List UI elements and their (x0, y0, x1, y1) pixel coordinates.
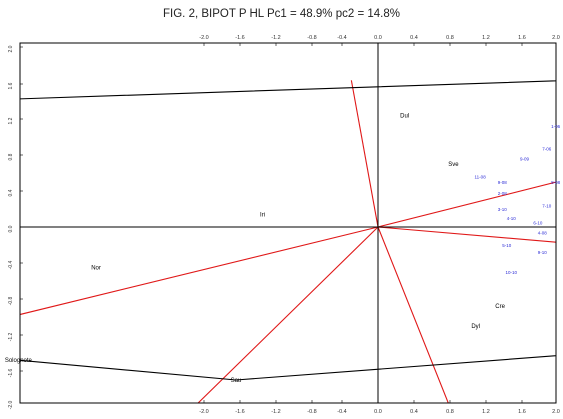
y-tick-label: 1.6 (8, 82, 14, 89)
variable-vector (377, 181, 556, 228)
y-tick-label: 2.0 (8, 45, 14, 52)
x-tick-label-bottom: -0.4 (337, 409, 346, 415)
site-label: Cre (495, 304, 505, 310)
site-label: Solognote (5, 358, 33, 364)
x-tick-label-top: -0.4 (337, 35, 346, 41)
x-tick-label-bottom: 2.0 (552, 409, 560, 415)
observation-point: 3-10 (498, 207, 508, 212)
x-tick-label-top: 0.8 (446, 35, 454, 41)
observation-point: 7-10 (542, 203, 552, 208)
x-tick-label-bottom: -1.2 (271, 409, 280, 415)
observation-point: 8-08 (551, 180, 561, 185)
observation-point: 4-08 (538, 230, 548, 235)
site-label: Nor (91, 266, 101, 272)
x-tick-label-top: -1.2 (271, 35, 280, 41)
observation-point: 5-10 (502, 243, 512, 248)
observation-point: 9-09 (520, 157, 530, 162)
observation-point: 1-06 (551, 124, 561, 129)
x-tick-label-bottom: 1.2 (482, 409, 490, 415)
observation-point: 11-08 (475, 175, 487, 180)
x-tick-label-top: 2.0 (552, 35, 560, 41)
variable-vector (377, 226, 556, 243)
y-tick-label: -0.8 (8, 296, 14, 305)
x-tick-label-bottom: 0.4 (410, 409, 418, 415)
y-tick-label: -1.2 (8, 332, 14, 341)
observation-point: 6-10 (533, 221, 543, 226)
convex-hull-line (20, 80, 556, 381)
x-tick-label-bottom: 0.0 (374, 409, 382, 415)
variable-vector (20, 226, 379, 316)
x-tick-label-top: 1.2 (482, 35, 490, 41)
observation-points: 1-069-0611-067-069-079-093-065-074-0811-… (475, 124, 561, 275)
plot-frame (19, 42, 557, 404)
x-tick-label-bottom: -0.8 (307, 409, 316, 415)
observation-point: 4-10 (507, 216, 517, 221)
y-tick-label: -2.0 (8, 400, 14, 409)
x-tick-label-top: -2.0 (199, 35, 208, 41)
variable-vector (350, 80, 379, 228)
observation-point: 2-08 (498, 191, 508, 196)
x-tick-label-bottom: 0.8 (446, 409, 454, 415)
x-tick-label-top: 1.6 (518, 35, 526, 41)
y-tick-label: 0.8 (8, 153, 14, 160)
variable-vectors (20, 80, 556, 403)
x-tick-label-top: -0.8 (307, 35, 316, 41)
axis-ticks: -2.0 -2.0 -1.6 -1.6 -1.2 -1.2 -0.8 -0.8 -0.4 -0.4… (8, 35, 560, 415)
x-tick-label-bottom: 1.6 (518, 409, 526, 415)
x-tick-label-top: 0.0 (374, 35, 382, 41)
observation-point: 7-06 (542, 147, 552, 152)
x-tick-label-top: 0.4 (410, 35, 418, 41)
observation-point: 9-08 (498, 180, 508, 185)
y-tick-label: 0.4 (8, 189, 14, 196)
site-label: Dul (400, 113, 409, 119)
variable-vector (197, 226, 379, 403)
convex-hull (20, 80, 556, 381)
variable-vector (377, 226, 449, 403)
x-tick-label-top: -1.6 (235, 35, 244, 41)
site-label: Dyl (471, 324, 480, 330)
plot-axes (19, 42, 557, 404)
site-label: Iri (260, 212, 265, 218)
y-tick-label: 1.2 (8, 117, 14, 124)
site-labels: ValStnDulSveNeoClaIriNorMasCreDylIncSolo… (5, 113, 506, 384)
observation-point: 9-10 (538, 250, 548, 255)
site-label: Sve (448, 162, 459, 168)
y-tick-label: 0.0 (8, 225, 14, 232)
y-tick-label: -0.4 (8, 260, 14, 269)
y-tick-label: -1.6 (8, 368, 14, 377)
chart-title: FIG. 2, BIPOT P HL Pc1 = 48.9% pc2 = 14.… (163, 8, 400, 20)
x-tick-label-bottom: -2.0 (199, 409, 208, 415)
observation-point: 10-10 (505, 270, 517, 275)
site-label: Sau (231, 378, 242, 384)
x-tick-label-bottom: -1.6 (235, 409, 244, 415)
